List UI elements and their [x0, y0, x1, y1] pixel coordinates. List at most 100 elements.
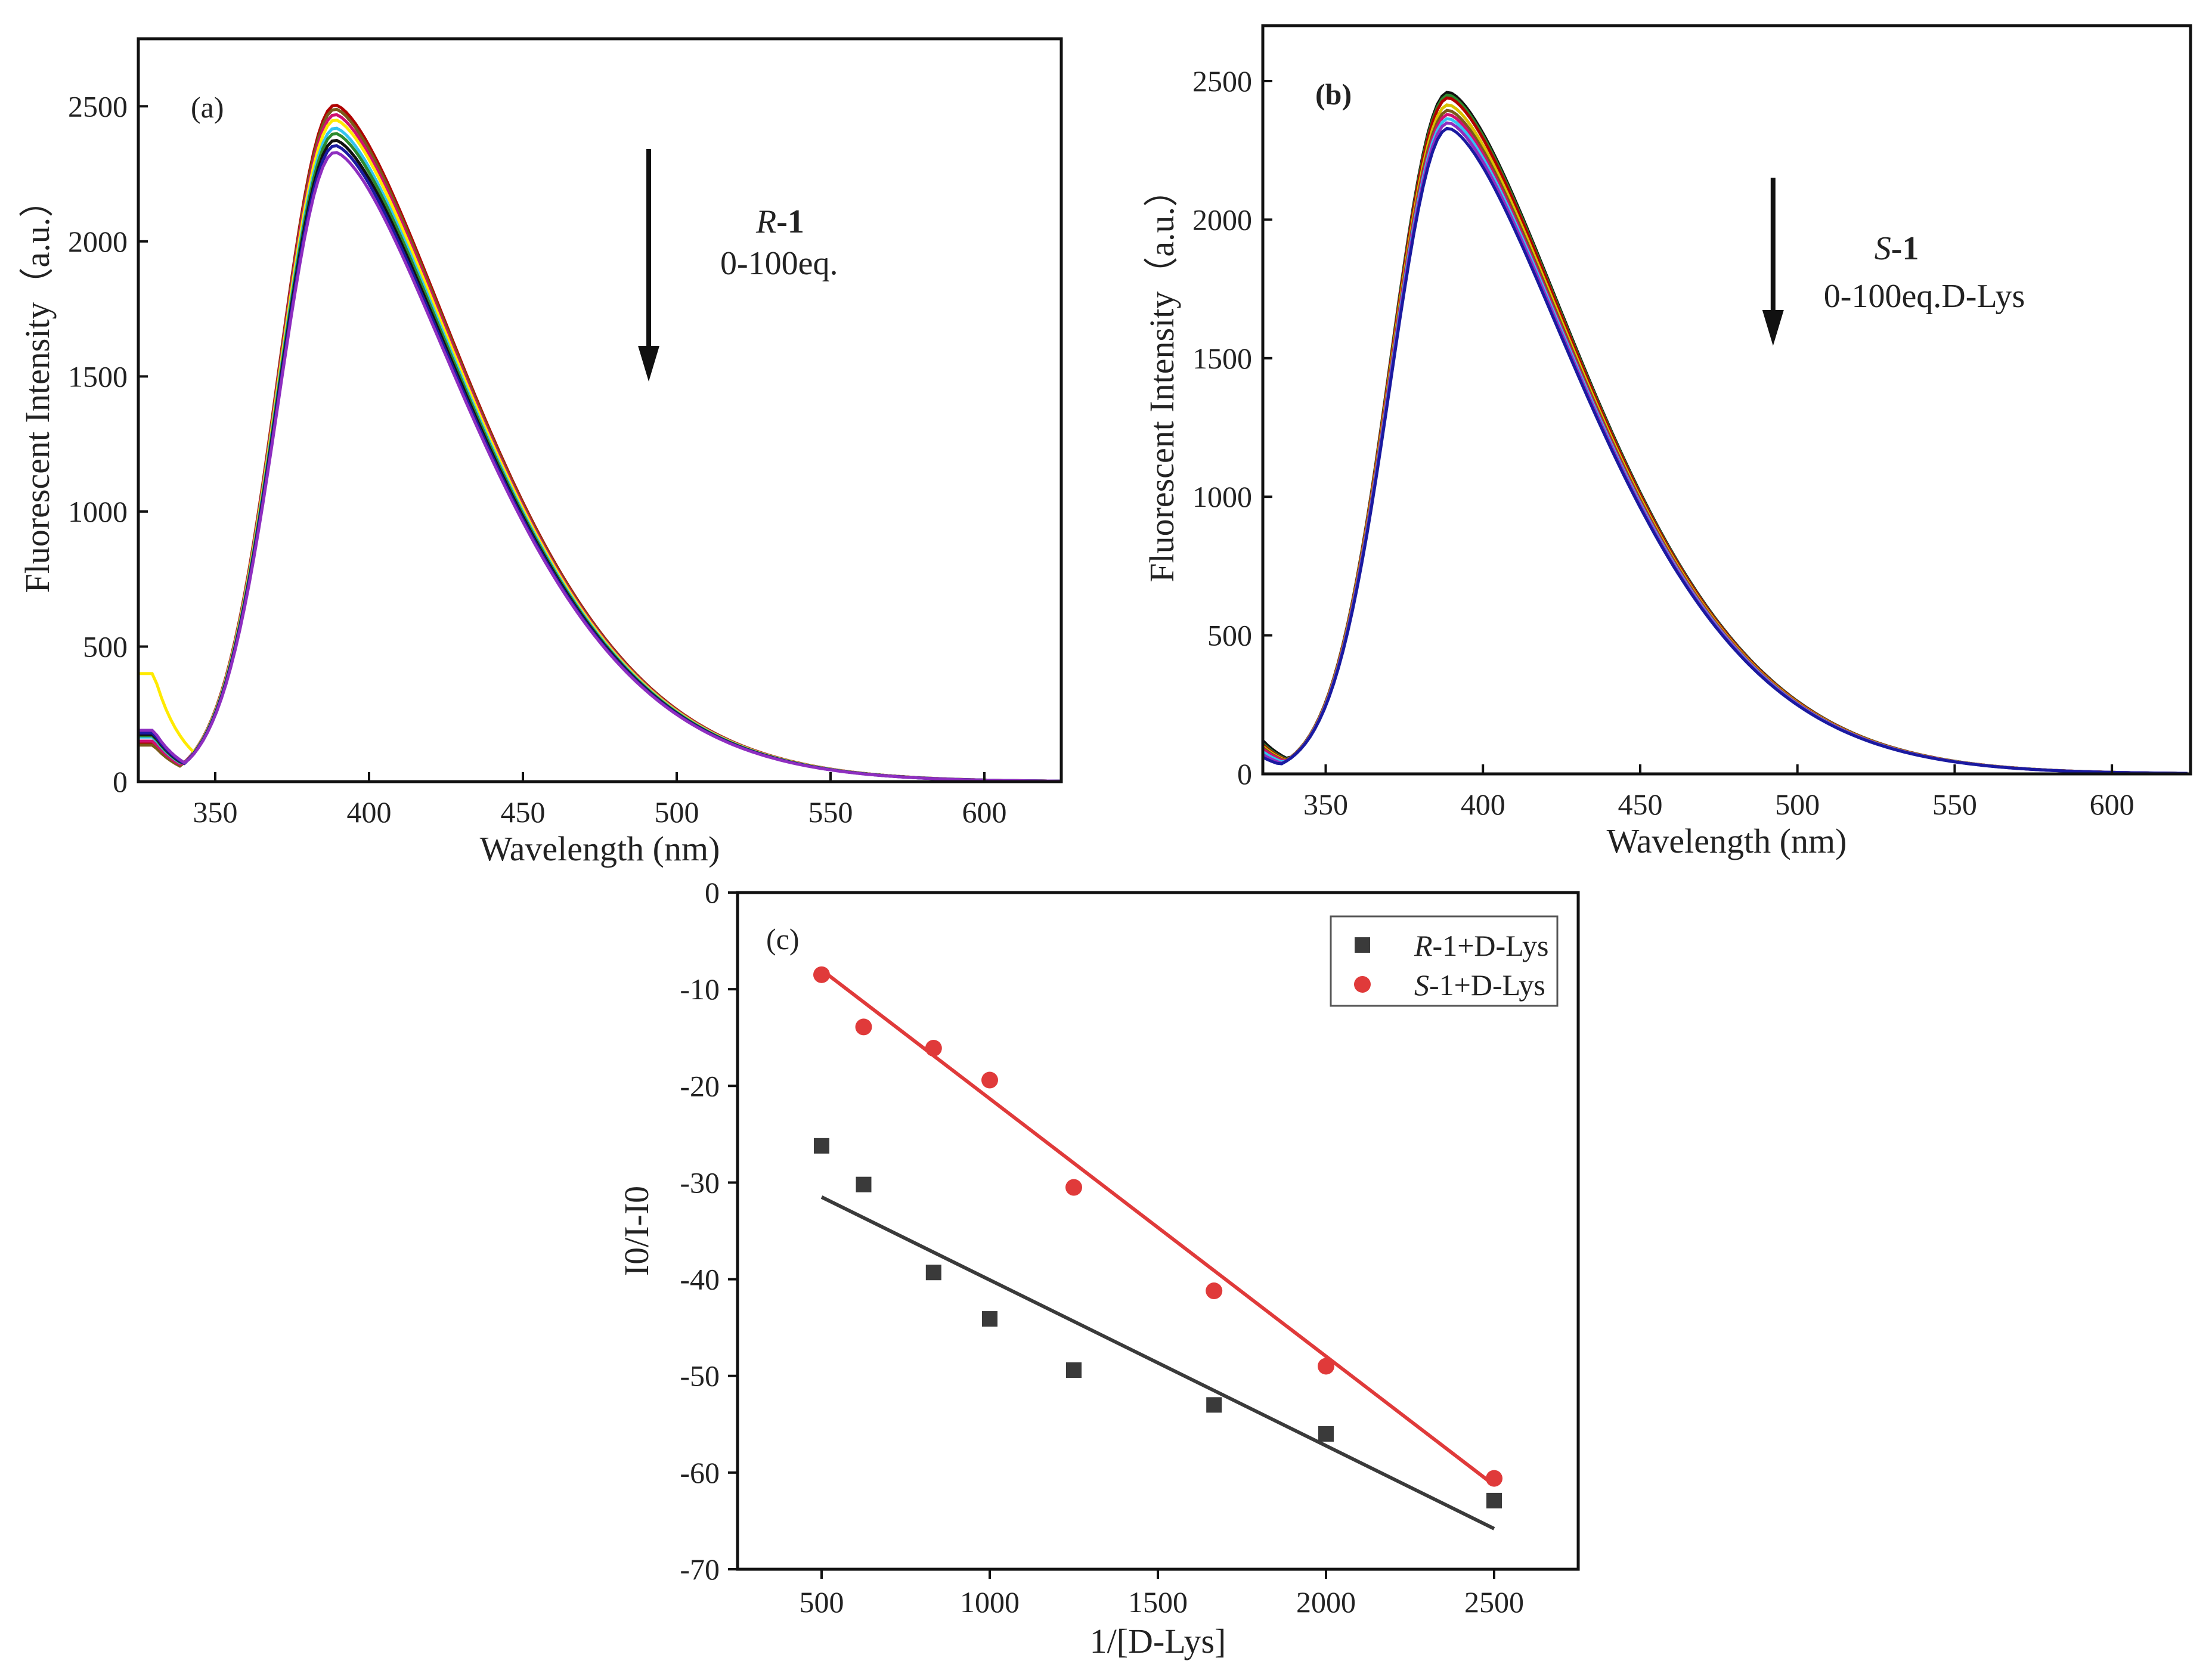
y-axis-title: I0/I-I0	[617, 1186, 656, 1276]
x-tick-label: 500	[1775, 788, 1820, 821]
data-point-s1	[1065, 1179, 1082, 1196]
annotation-compound: R-1	[755, 203, 804, 240]
y-tick-label: -60	[680, 1456, 720, 1489]
spectrum-curve-9	[138, 151, 1061, 782]
annotation-equivalents: 0-100eq.	[720, 245, 838, 282]
y-tick-label: 2500	[68, 89, 128, 123]
spectrum-curve-6	[138, 132, 1061, 782]
spectrum-curve-7	[138, 138, 1061, 782]
annotation-compound-number: -1	[1891, 230, 1919, 267]
legend-entry-italic: S	[1414, 968, 1429, 1002]
legend-entry-1: R-1+D-Lys	[1414, 929, 1548, 962]
spectrum-curve-8	[1263, 121, 2188, 774]
data-point-s1	[855, 1018, 872, 1036]
data-point-s1	[981, 1071, 998, 1089]
x-axis-title: 1/[D-Lys]	[1090, 1622, 1226, 1660]
spectrum-curve-7	[1263, 117, 2188, 774]
panel-c-double-reciprocal-plot: 500 1000 1500 2000 2500 0 -10 -20 -30 -40 -50 -60 -7…	[617, 876, 1580, 1660]
data-point-r1	[1066, 1362, 1082, 1378]
x-tick-label: 400	[347, 795, 392, 829]
data-point-s1	[813, 966, 830, 983]
spectrum-curve-1	[1263, 91, 2188, 774]
y-tick-label: 1500	[1192, 342, 1252, 375]
data-point-r1	[1206, 1397, 1222, 1413]
spectrum-curve-5	[138, 126, 1061, 782]
y-tick-label: 500	[83, 630, 128, 663]
legend-marker-r1	[1355, 937, 1370, 953]
x-tick-label: 450	[501, 795, 546, 829]
data-point-r1	[814, 1138, 829, 1154]
x-tick-label: 2500	[1464, 1585, 1524, 1619]
x-tick-label: 400	[1461, 788, 1505, 821]
x-tick-label: 550	[808, 795, 853, 829]
annotation-compound: S-1	[1875, 230, 1919, 267]
data-point-s1	[1486, 1470, 1502, 1487]
y-tick-label: 1000	[1192, 480, 1252, 513]
spectrum-curve-9	[1263, 126, 2188, 774]
x-tick-label: 550	[1932, 788, 1977, 821]
data-point-r1	[982, 1311, 997, 1327]
spectra-curves	[1263, 91, 2188, 774]
y-axis-title: Fluorescent Intensity（a.u.）	[18, 183, 57, 593]
spectrum-curve-3	[1263, 96, 2188, 774]
y-tick-label: 0	[113, 765, 128, 798]
x-tick-label: 500	[655, 795, 699, 829]
legend-entry-2: S-1+D-Lys	[1414, 968, 1545, 1002]
panel-label: (c)	[766, 922, 800, 956]
plot-frame	[1261, 24, 2192, 776]
spectrum-curve-4	[1263, 103, 2188, 774]
y-tick-label: 1500	[68, 360, 128, 393]
fit-line-2	[820, 968, 1495, 1487]
x-tick-label: 600	[962, 795, 1007, 829]
panel-label: (a)	[191, 91, 224, 124]
spectrum-curve-3	[138, 113, 1061, 782]
y-tick-label: 2000	[1192, 203, 1252, 236]
plot-frame	[137, 37, 1063, 783]
x-axis-title: Wavelength (nm)	[480, 829, 720, 868]
data-point-s1	[1318, 1358, 1334, 1375]
spectra-curves	[138, 104, 1061, 782]
annotation-equivalents: 0-100eq.D-Lys	[1824, 278, 2025, 315]
data-point-r1	[1318, 1426, 1334, 1442]
spectrum-curve-2	[138, 107, 1061, 782]
y-tick-label: -30	[680, 1166, 720, 1199]
y-tick-label: -50	[680, 1359, 720, 1393]
annotation-compound-number: -1	[776, 203, 804, 240]
panel-a-emission-spectra-r1: 350 400 450 500 550 600 0 500 1000 1500 2000 2500 Wa…	[18, 37, 1063, 868]
y-tick-label: 2000	[68, 225, 128, 258]
y-tick-label: 2500	[1192, 64, 1252, 98]
legend-box	[1330, 915, 1559, 1007]
x-tick-label: 1000	[960, 1585, 1020, 1619]
x-tick-label: 500	[800, 1585, 844, 1619]
fit-line-1	[820, 1195, 1495, 1531]
x-tick-label: 350	[1303, 788, 1348, 821]
data-point-s1	[925, 1040, 942, 1057]
spectrum-curve-4	[138, 118, 1061, 782]
y-tick-label: -10	[680, 972, 720, 1006]
y-tick-label: -40	[680, 1263, 720, 1296]
spectrum-curve-5	[1263, 109, 2188, 774]
spectrum-curve-8	[138, 144, 1061, 782]
panel-label: (b)	[1315, 78, 1352, 111]
legend-entry-rest: -1+D-Lys	[1429, 968, 1545, 1002]
legend-marker-s1	[1354, 976, 1371, 993]
x-tick-label: 350	[193, 795, 238, 829]
data-point-s1	[1206, 1282, 1223, 1300]
legend: R-1+D-Lys S-1+D-Lys	[1330, 915, 1559, 1007]
data-point-r1	[1486, 1492, 1502, 1508]
x-tick-label: 600	[2090, 788, 2134, 821]
x-tick-label: 1500	[1128, 1585, 1188, 1619]
data-point-r1	[925, 1265, 941, 1281]
spectrum-curve-6	[1263, 113, 2188, 774]
panel-b-emission-spectra-s1: 350 400 450 500 550 600 0 500 1000 1500 2000 2500 Wa…	[1142, 24, 2192, 860]
y-tick-label: -20	[680, 1069, 720, 1102]
arrow-head	[1762, 310, 1784, 346]
y-tick-label: 0	[705, 876, 720, 909]
y-tick-label: -70	[680, 1553, 720, 1586]
y-tick-label: 1000	[68, 495, 128, 528]
arrow-head	[638, 346, 660, 382]
y-axis-title: Fluorescent Intensity（a.u.）	[1142, 172, 1181, 583]
x-tick-label: 450	[1618, 788, 1662, 821]
spectrum-curve-1	[138, 104, 1061, 782]
